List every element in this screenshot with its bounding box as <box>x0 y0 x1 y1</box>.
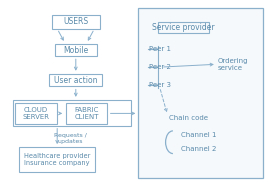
Text: Healthcare provider
Insurance company: Healthcare provider Insurance company <box>24 153 90 167</box>
Bar <box>13 100 131 126</box>
Text: Service provider: Service provider <box>152 23 215 32</box>
Bar <box>49 74 102 87</box>
Text: Peer 3: Peer 3 <box>149 82 171 88</box>
Bar <box>138 8 263 178</box>
Text: FABRIC
CLIENT: FABRIC CLIENT <box>74 107 99 120</box>
Text: Ordering
service: Ordering service <box>218 57 249 71</box>
Bar <box>52 15 100 29</box>
Text: USERS: USERS <box>63 17 88 26</box>
Text: Mobile: Mobile <box>63 46 88 55</box>
Bar <box>19 147 95 172</box>
Text: Requests /
updates: Requests / updates <box>54 133 87 144</box>
Bar <box>55 44 97 56</box>
Text: User action: User action <box>54 76 98 85</box>
Bar <box>157 22 209 33</box>
Bar <box>66 103 107 124</box>
Text: Chain code: Chain code <box>169 115 208 121</box>
Bar <box>15 103 57 124</box>
Text: Channel 1: Channel 1 <box>181 132 216 138</box>
Text: Peer 1: Peer 1 <box>149 46 171 52</box>
Text: Peer 2: Peer 2 <box>149 64 171 70</box>
Text: CLOUD
SERVER: CLOUD SERVER <box>22 107 49 120</box>
Text: Channel 2: Channel 2 <box>181 146 216 152</box>
